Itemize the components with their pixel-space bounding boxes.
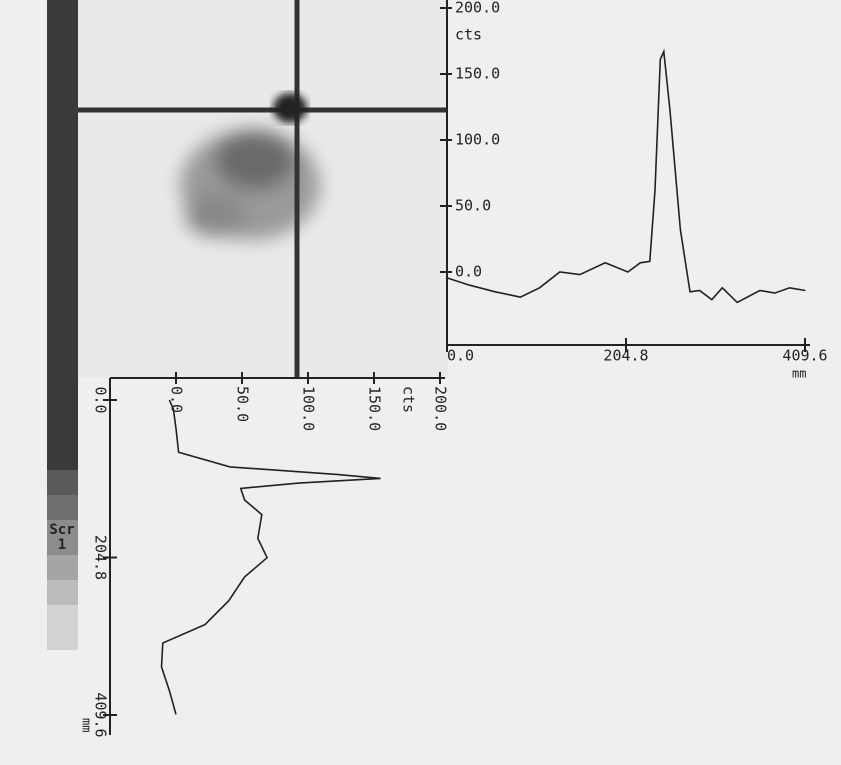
color-scale	[47, 0, 78, 650]
x-axis-label: mm	[80, 718, 94, 732]
y-axis-label: cts	[455, 26, 482, 44]
scale-label: 1	[58, 537, 66, 553]
x-tick-label: 204.8	[603, 347, 648, 365]
crosshair	[78, 0, 447, 378]
y-tick-label: 100.0	[300, 386, 318, 431]
y-tick-label: 100.0	[455, 131, 500, 149]
x-tick-label: 204.8	[92, 535, 110, 580]
x-tick-label: 0.0	[447, 347, 474, 365]
y-tick-label: 150.0	[455, 65, 500, 83]
y-tick-label: 200.0	[455, 0, 500, 17]
y-tick-label: 150.0	[366, 386, 384, 431]
y-tick-label: 0.0	[168, 386, 186, 413]
x-axis-label: mm	[792, 367, 806, 381]
y-axis-label: cts	[400, 386, 418, 413]
x-tick-label: 409.6	[92, 692, 110, 737]
y-tick-label: 50.0	[455, 197, 491, 215]
profile-line	[446, 48, 806, 304]
scale-label: Scr	[49, 522, 74, 538]
y-tick-label: 0.0	[455, 263, 482, 281]
x-tick-label: 409.6	[782, 347, 827, 365]
y-tick-label: 200.0	[432, 386, 450, 431]
y-tick-label: 50.0	[234, 386, 252, 422]
x-tick-label: 0.0	[92, 386, 110, 413]
profile-line	[160, 399, 381, 715]
activity-blob	[180, 130, 320, 240]
